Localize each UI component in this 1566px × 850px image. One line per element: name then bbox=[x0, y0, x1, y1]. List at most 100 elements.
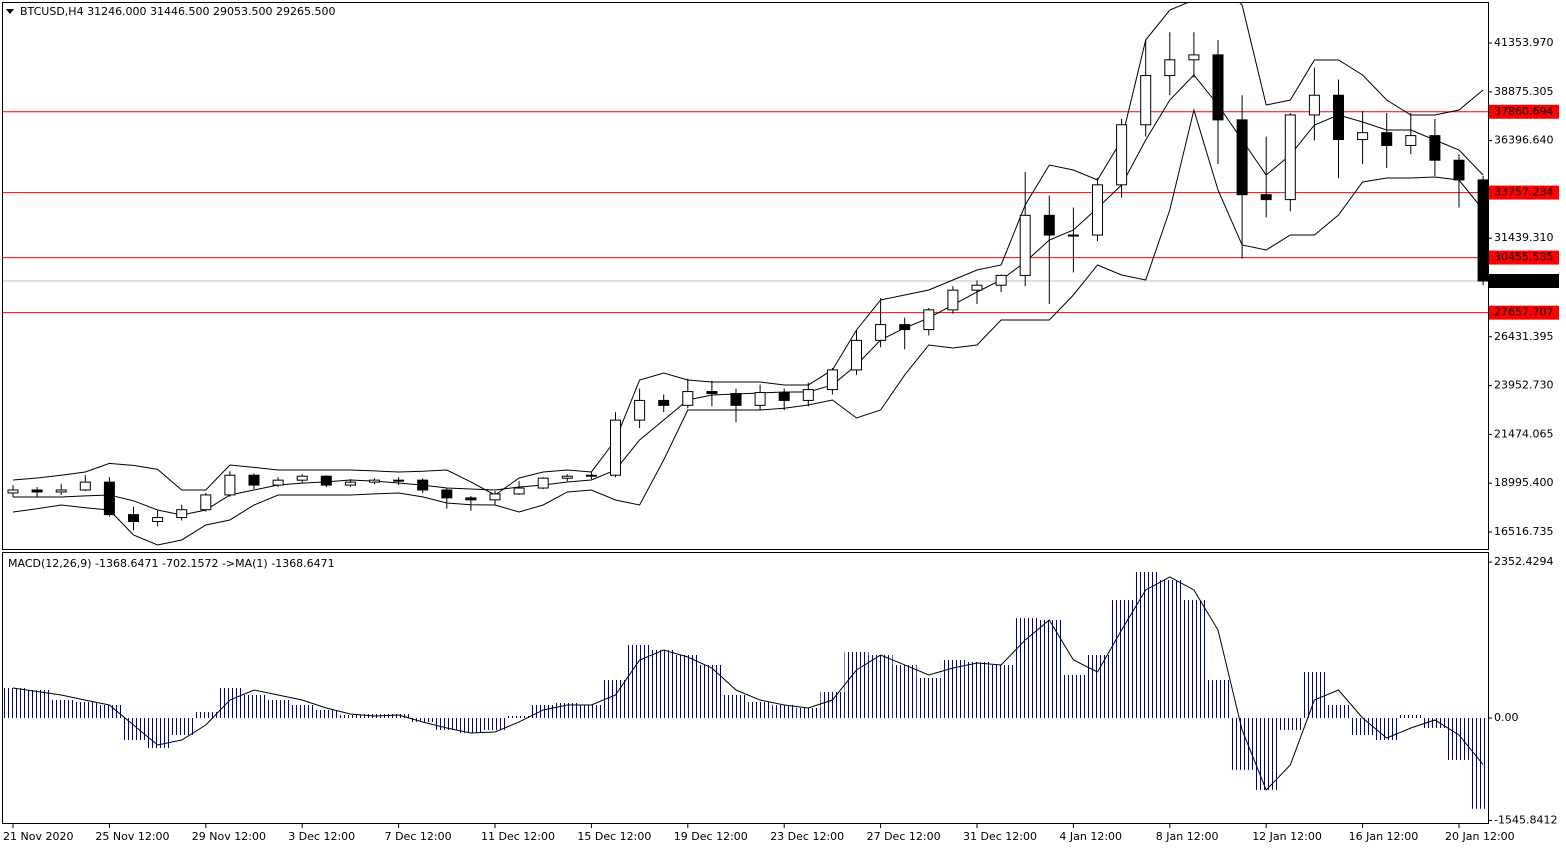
candle-body bbox=[1429, 135, 1441, 161]
candle-body bbox=[585, 474, 597, 477]
candle-body bbox=[1188, 54, 1200, 61]
candle-body bbox=[826, 369, 838, 391]
y-tick-label: 41353.970 bbox=[1494, 36, 1554, 49]
candle-body bbox=[176, 509, 188, 519]
macd-title: MACD(12,26,9) -1368.6471 -702.1572 ->MA(… bbox=[8, 557, 335, 570]
y-tick-label: 16516.735 bbox=[1494, 525, 1554, 538]
candle-body bbox=[1405, 135, 1417, 146]
candle-body bbox=[778, 392, 790, 401]
macd-bar bbox=[675, 655, 700, 718]
macd-bar bbox=[1181, 599, 1206, 718]
macd-bar bbox=[217, 688, 242, 718]
candle-body bbox=[754, 392, 766, 406]
candle-body bbox=[1212, 54, 1224, 121]
candle-body bbox=[344, 481, 356, 486]
level-label: 30455.535 bbox=[1494, 251, 1554, 264]
y-tick-label: -1545.8412 bbox=[1494, 813, 1557, 826]
macd-bar bbox=[1254, 717, 1279, 790]
candle-body bbox=[79, 481, 91, 491]
macd-bar bbox=[314, 709, 339, 718]
candle-body bbox=[369, 479, 380, 483]
macd-bar bbox=[1471, 717, 1488, 809]
macd-bar bbox=[579, 705, 604, 718]
macd-bar bbox=[1133, 572, 1158, 718]
macd-bar bbox=[1230, 717, 1255, 770]
macd-bar bbox=[1206, 680, 1230, 718]
macd-bar bbox=[483, 717, 507, 730]
candle-body bbox=[851, 339, 862, 371]
macd-bar bbox=[940, 659, 965, 718]
candle-body bbox=[682, 391, 694, 406]
y-tick-label: 23952.730 bbox=[1494, 379, 1554, 392]
y-tick-label: 38875.305 bbox=[1494, 85, 1554, 98]
y-tick-label: 21474.065 bbox=[1494, 427, 1554, 440]
candle-body bbox=[971, 284, 983, 291]
macd-bar bbox=[627, 645, 652, 718]
candle-body bbox=[1092, 184, 1103, 236]
candle-body bbox=[537, 477, 549, 489]
macd-bar bbox=[1157, 580, 1182, 718]
macd-bar bbox=[25, 690, 50, 718]
x-tick-label: 7 Dec 12:00 bbox=[385, 830, 452, 843]
macd-bar bbox=[1447, 717, 1471, 760]
macd-bar bbox=[507, 716, 532, 718]
macd-bar bbox=[193, 712, 218, 718]
x-tick-label: 19 Dec 12:00 bbox=[674, 830, 748, 843]
last-price-box bbox=[1489, 273, 1559, 288]
level-label: 33757.234 bbox=[1494, 186, 1554, 199]
candle-body bbox=[296, 475, 308, 481]
x-tick-label: 8 Jan 12:00 bbox=[1156, 830, 1219, 843]
main-plot bbox=[3, 3, 1488, 546]
x-tick-label: 12 Jan 12:00 bbox=[1252, 830, 1322, 843]
candle-body bbox=[610, 419, 621, 476]
macd-bar bbox=[1085, 655, 1110, 718]
candle-body bbox=[658, 399, 670, 406]
macd-bar bbox=[1302, 671, 1327, 718]
macd-bar bbox=[97, 705, 122, 718]
x-tick-label: 27 Dec 12:00 bbox=[867, 830, 941, 843]
macd-bar bbox=[1374, 717, 1399, 741]
candle-body bbox=[7, 489, 19, 494]
candle-body bbox=[1164, 59, 1176, 77]
candle-body bbox=[320, 475, 332, 486]
x-tick-label: 31 Dec 12:00 bbox=[963, 830, 1037, 843]
x-tick-label: 16 Jan 12:00 bbox=[1349, 830, 1419, 843]
macd-bar bbox=[266, 700, 291, 718]
macd-bar bbox=[868, 655, 893, 718]
x-tick-label: 29 Nov 12:00 bbox=[192, 830, 266, 843]
macd-bar bbox=[169, 717, 194, 735]
macd-bar bbox=[1398, 715, 1423, 718]
x-tick-label: 23 Dec 12:00 bbox=[770, 830, 844, 843]
menu-triangle bbox=[6, 9, 14, 14]
candle-body bbox=[1019, 214, 1031, 276]
macd-bar bbox=[290, 705, 315, 718]
macd-bar bbox=[531, 705, 556, 718]
candle-body bbox=[1477, 179, 1488, 282]
chart-title: BTCUSD,H4 31246.000 31446.500 29053.500 … bbox=[20, 5, 336, 18]
candle-body bbox=[1043, 214, 1055, 236]
bollinger-lower bbox=[12, 108, 1484, 546]
candle-body bbox=[103, 481, 115, 516]
x-tick-label: 4 Jan 12:00 bbox=[1059, 830, 1122, 843]
macd-bar bbox=[820, 692, 845, 718]
axes: 41353.970 38875.305 36396.640 31439.310 2643… bbox=[3, 36, 1559, 843]
last-price-label: 29265.500 bbox=[1494, 274, 1554, 287]
candle-body bbox=[224, 474, 236, 496]
macd-bar bbox=[603, 680, 628, 718]
macd-panel bbox=[2, 552, 1489, 824]
macd-bar bbox=[892, 664, 917, 718]
candle-body bbox=[1140, 75, 1152, 126]
y-tick-label: 2352.4294 bbox=[1494, 555, 1554, 568]
level-label-box bbox=[1489, 104, 1559, 119]
macd-bar bbox=[989, 664, 1014, 718]
candle-body bbox=[875, 324, 887, 341]
candle-body bbox=[1308, 94, 1320, 116]
candle-body bbox=[489, 493, 501, 501]
macd-bar bbox=[242, 694, 266, 718]
candle-body bbox=[634, 399, 646, 421]
candle-body bbox=[272, 479, 284, 486]
y-tick-label: 18995.400 bbox=[1494, 476, 1554, 489]
macd-bar bbox=[458, 717, 483, 733]
